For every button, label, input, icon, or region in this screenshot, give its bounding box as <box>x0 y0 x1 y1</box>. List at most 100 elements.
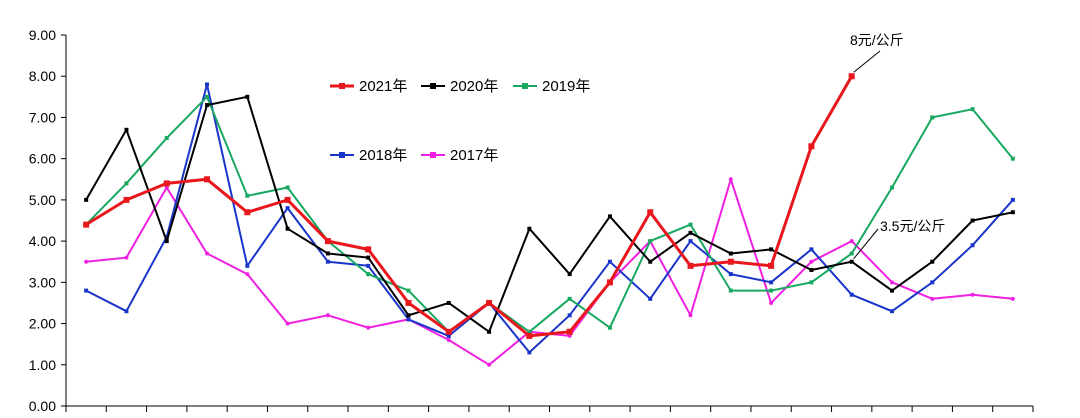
data-point <box>405 299 412 306</box>
data-point <box>930 115 935 120</box>
data-point <box>325 251 330 256</box>
data-point <box>245 263 250 268</box>
data-point <box>849 239 854 244</box>
y-tick-label: 8.00 <box>29 68 56 84</box>
data-point <box>727 258 734 265</box>
y-tick-label: 6.00 <box>29 151 56 167</box>
legend-item: 2019年 <box>513 78 590 95</box>
data-point <box>527 350 532 355</box>
data-point <box>1010 296 1015 301</box>
series-line <box>85 75 854 338</box>
data-point <box>848 73 855 80</box>
y-tick-label: 7.00 <box>29 109 56 125</box>
data-point <box>889 185 894 190</box>
y-tick-label: 0.00 <box>29 398 56 414</box>
legend-label: 2018年 <box>359 147 407 164</box>
data-point <box>285 321 290 326</box>
data-point <box>728 272 733 277</box>
data-point <box>486 299 493 306</box>
data-point <box>809 259 814 264</box>
data-point <box>324 238 331 245</box>
data-point <box>205 103 210 108</box>
y-tick-label: 4.00 <box>29 233 56 249</box>
data-point <box>889 280 894 285</box>
data-point <box>648 259 653 264</box>
annotation-label: 3.5元/公斤 <box>880 218 945 234</box>
data-point <box>84 288 89 293</box>
data-point <box>809 247 814 252</box>
data-point <box>366 272 371 277</box>
annotation: 8元/公斤 <box>850 32 904 73</box>
data-point <box>607 214 612 219</box>
data-point <box>527 226 532 231</box>
data-point <box>809 280 814 285</box>
annotations: 8元/公斤 3.5元/公斤 <box>850 32 945 260</box>
x-axis <box>65 405 1034 412</box>
data-point <box>245 94 250 99</box>
data-point <box>688 313 693 318</box>
data-point <box>366 255 371 260</box>
data-point <box>970 107 975 112</box>
data-point <box>446 333 451 338</box>
data-point <box>728 177 733 182</box>
data-point <box>205 251 210 256</box>
data-point <box>487 329 492 334</box>
data-point <box>124 309 129 314</box>
data-point <box>769 300 774 305</box>
data-point <box>930 296 935 301</box>
data-point <box>607 259 612 264</box>
y-tick-label: 3.00 <box>29 274 56 290</box>
data-point <box>849 251 854 256</box>
y-tick-label: 5.00 <box>29 192 56 208</box>
data-point <box>527 329 532 334</box>
data-point <box>406 313 411 318</box>
data-point <box>970 218 975 223</box>
annotation-label: 8元/公斤 <box>850 32 904 48</box>
legend-swatch-marker <box>339 152 345 158</box>
data-point <box>1010 197 1015 202</box>
data-point <box>284 196 291 203</box>
data-point <box>285 185 290 190</box>
data-point <box>366 325 371 330</box>
data-point <box>1010 156 1015 161</box>
data-point <box>567 296 572 301</box>
y-tick-label: 9.00 <box>29 27 56 43</box>
y-tick-label: 1.00 <box>29 357 56 373</box>
series-2017年 <box>84 177 1015 367</box>
data-point <box>406 317 411 322</box>
data-point <box>205 94 210 99</box>
data-point <box>406 288 411 293</box>
data-point <box>688 230 693 235</box>
data-point <box>809 267 814 272</box>
data-point <box>567 313 572 318</box>
legend-item: 2021年 <box>330 78 407 95</box>
data-point <box>889 288 894 293</box>
data-point <box>567 272 572 277</box>
legend-swatch-marker <box>522 83 528 89</box>
series-2019年 <box>84 94 1015 334</box>
legend-label: 2019年 <box>542 78 590 95</box>
data-point <box>83 221 90 228</box>
data-point <box>648 296 653 301</box>
data-point <box>325 259 330 264</box>
data-point <box>164 136 169 141</box>
data-point <box>849 292 854 297</box>
series-2020年 <box>84 94 1015 334</box>
data-point <box>687 262 694 269</box>
data-point <box>728 251 733 256</box>
data-point <box>124 255 129 260</box>
data-point <box>970 243 975 248</box>
data-point <box>245 272 250 277</box>
data-point <box>606 279 613 286</box>
data-point <box>446 338 451 343</box>
data-point <box>163 180 170 187</box>
data-point <box>244 209 251 216</box>
data-point <box>769 288 774 293</box>
data-point <box>769 280 774 285</box>
data-point <box>849 259 854 264</box>
data-point <box>526 332 533 339</box>
data-point <box>487 362 492 367</box>
data-point <box>164 239 169 244</box>
data-point <box>84 259 89 264</box>
